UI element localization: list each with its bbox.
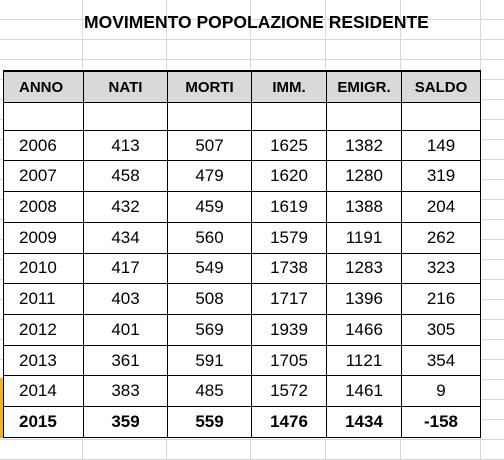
cell-imm[interactable]: 1939 [251,313,327,346]
population-table: ANNO NATI MORTI IMM. EMIGR. SALDO 2006 4… [3,70,481,438]
table-row: 2008 432 459 1619 1388 204 [3,191,481,223]
table-row: 2007 458 479 1620 1280 319 [3,160,481,193]
empty-cell[interactable] [167,102,252,131]
cell-morti[interactable]: 508 [167,283,252,315]
cell-imm[interactable]: 1619 [251,191,327,223]
header-cell-nati[interactable]: NATI [83,70,168,103]
cell-imm[interactable]: 1705 [251,344,327,377]
cell-anno[interactable]: 2011 [3,283,84,315]
cell-imm[interactable]: 1572 [251,375,327,408]
cell-saldo[interactable]: 262 [401,221,481,254]
cell-saldo[interactable]: 216 [401,283,481,315]
cell-nati[interactable]: 401 [83,313,168,346]
table-row: 2012 401 569 1939 1466 305 [3,313,481,346]
cell-morti[interactable]: 591 [167,344,252,377]
empty-cell[interactable] [326,102,402,131]
cell-imm[interactable]: 1579 [251,221,327,254]
cell-nati[interactable]: 403 [83,283,168,315]
table-row-total: 2015 359 559 1476 1434 -158 [3,406,481,438]
cell-saldo[interactable]: 323 [401,252,481,285]
table-row: 2010 417 549 1738 1283 323 [3,252,481,285]
cell-morti[interactable]: 560 [167,221,252,254]
empty-cell[interactable] [3,102,84,131]
cell-emigr[interactable]: 1466 [326,313,402,346]
cell-emigr[interactable]: 1121 [326,344,402,377]
cell-nati[interactable]: 417 [83,252,168,285]
cell-saldo[interactable]: 319 [401,160,481,193]
cell-nati[interactable]: 361 [83,344,168,377]
cell-anno[interactable]: 2010 [3,252,84,285]
cell-nati[interactable]: 413 [83,129,168,162]
cell-anno[interactable]: 2014 [3,375,84,408]
cell-emigr[interactable]: 1283 [326,252,402,285]
header-cell-saldo[interactable]: SALDO [401,70,481,103]
cell-anno[interactable]: 2013 [3,344,84,377]
cell-anno[interactable]: 2006 [3,129,84,162]
selection-marker [0,378,3,438]
cell-saldo[interactable]: 305 [401,313,481,346]
cell-saldo[interactable]: 204 [401,191,481,223]
cell-nati[interactable]: 432 [83,191,168,223]
table-row: 2009 434 560 1579 1191 262 [3,221,481,254]
cell-morti[interactable]: 479 [167,160,252,193]
cell-saldo[interactable]: -158 [401,406,481,438]
header-cell-emigr[interactable]: EMIGR. [326,70,402,103]
cell-nati[interactable]: 458 [83,160,168,193]
cell-morti[interactable]: 559 [167,406,252,438]
cell-imm[interactable]: 1717 [251,283,327,315]
cell-morti[interactable]: 459 [167,191,252,223]
cell-imm[interactable]: 1476 [251,406,327,438]
empty-cell[interactable] [83,102,168,131]
table-row: 2013 361 591 1705 1121 354 [3,344,481,377]
cell-nati[interactable]: 434 [83,221,168,254]
header-cell-anno[interactable]: ANNO [3,70,84,103]
cell-nati[interactable]: 383 [83,375,168,408]
cell-emigr[interactable]: 1382 [326,129,402,162]
cell-nati[interactable]: 359 [83,406,168,438]
empty-cell[interactable] [401,102,481,131]
cell-emigr[interactable]: 1461 [326,375,402,408]
header-row: ANNO NATI MORTI IMM. EMIGR. SALDO [3,70,481,103]
cell-anno[interactable]: 2012 [3,313,84,346]
table-row: 2006 413 507 1625 1382 149 [3,129,481,162]
table-row: 2014 383 485 1572 1461 9 [3,375,481,408]
header-cell-imm[interactable]: IMM. [251,70,327,103]
cell-emigr[interactable]: 1191 [326,221,402,254]
cell-morti[interactable]: 507 [167,129,252,162]
header-cell-morti[interactable]: MORTI [167,70,252,103]
cell-saldo[interactable]: 149 [401,129,481,162]
cell-morti[interactable]: 549 [167,252,252,285]
cell-anno[interactable]: 2015 [3,406,84,438]
cell-imm[interactable]: 1738 [251,252,327,285]
cell-imm[interactable]: 1625 [251,129,327,162]
cell-saldo[interactable]: 354 [401,344,481,377]
cell-anno[interactable]: 2009 [3,221,84,254]
cell-emigr[interactable]: 1280 [326,160,402,193]
cell-saldo[interactable]: 9 [401,375,481,408]
empty-cell[interactable] [251,102,327,131]
cell-emigr[interactable]: 1434 [326,406,402,438]
cell-emigr[interactable]: 1396 [326,283,402,315]
cell-morti[interactable]: 485 [167,375,252,408]
table-row: 2011 403 508 1717 1396 216 [3,283,481,315]
cell-emigr[interactable]: 1388 [326,191,402,223]
cell-morti[interactable]: 569 [167,313,252,346]
page-title: MOVIMENTO POPOLAZIONE RESIDENTE [84,12,429,32]
cell-imm[interactable]: 1620 [251,160,327,193]
cell-anno[interactable]: 2008 [3,191,84,223]
cell-anno[interactable]: 2007 [3,160,84,193]
empty-row [3,102,481,131]
